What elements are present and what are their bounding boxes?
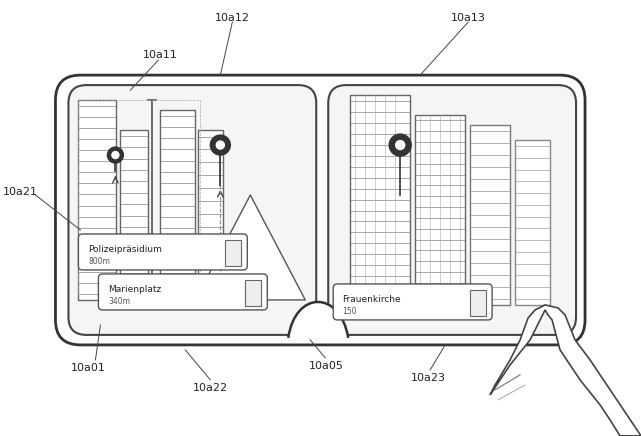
Circle shape	[216, 141, 224, 149]
Bar	[515, 140, 550, 305]
FancyBboxPatch shape	[69, 85, 316, 335]
Bar	[246, 280, 262, 306]
Text: 340m: 340m	[108, 297, 130, 307]
FancyBboxPatch shape	[333, 284, 492, 320]
Text: 10a22: 10a22	[193, 383, 228, 393]
Polygon shape	[490, 305, 641, 436]
Circle shape	[210, 135, 230, 155]
FancyBboxPatch shape	[78, 234, 247, 270]
Circle shape	[108, 147, 124, 163]
Text: 10a23: 10a23	[411, 373, 445, 383]
Bar	[226, 240, 241, 266]
Circle shape	[395, 140, 404, 150]
PathPatch shape	[288, 302, 348, 338]
Text: 10a13: 10a13	[451, 13, 486, 23]
Bar	[350, 95, 410, 315]
FancyBboxPatch shape	[56, 75, 585, 345]
Bar	[78, 100, 117, 300]
Text: 150: 150	[342, 307, 357, 317]
Bar	[470, 125, 510, 305]
Bar	[198, 130, 223, 285]
Text: 10a05: 10a05	[309, 361, 344, 371]
Circle shape	[112, 152, 119, 159]
Bar	[121, 130, 148, 290]
Polygon shape	[196, 195, 305, 300]
Text: 10a01: 10a01	[71, 363, 106, 373]
FancyBboxPatch shape	[328, 85, 576, 335]
Text: 800m: 800m	[88, 258, 110, 266]
Text: Frauenkirche: Frauenkirche	[342, 296, 401, 304]
Text: Marienplatz: Marienplatz	[108, 286, 162, 294]
Text: Polizeipräsidium: Polizeipräsidium	[88, 245, 162, 255]
FancyBboxPatch shape	[99, 274, 267, 310]
Bar	[470, 290, 486, 316]
Text: 10a11: 10a11	[143, 50, 178, 60]
Text: 10a12: 10a12	[215, 13, 250, 23]
Circle shape	[389, 134, 411, 156]
Text: 10a21: 10a21	[3, 187, 38, 197]
Bar	[160, 110, 196, 290]
Bar	[415, 115, 465, 310]
